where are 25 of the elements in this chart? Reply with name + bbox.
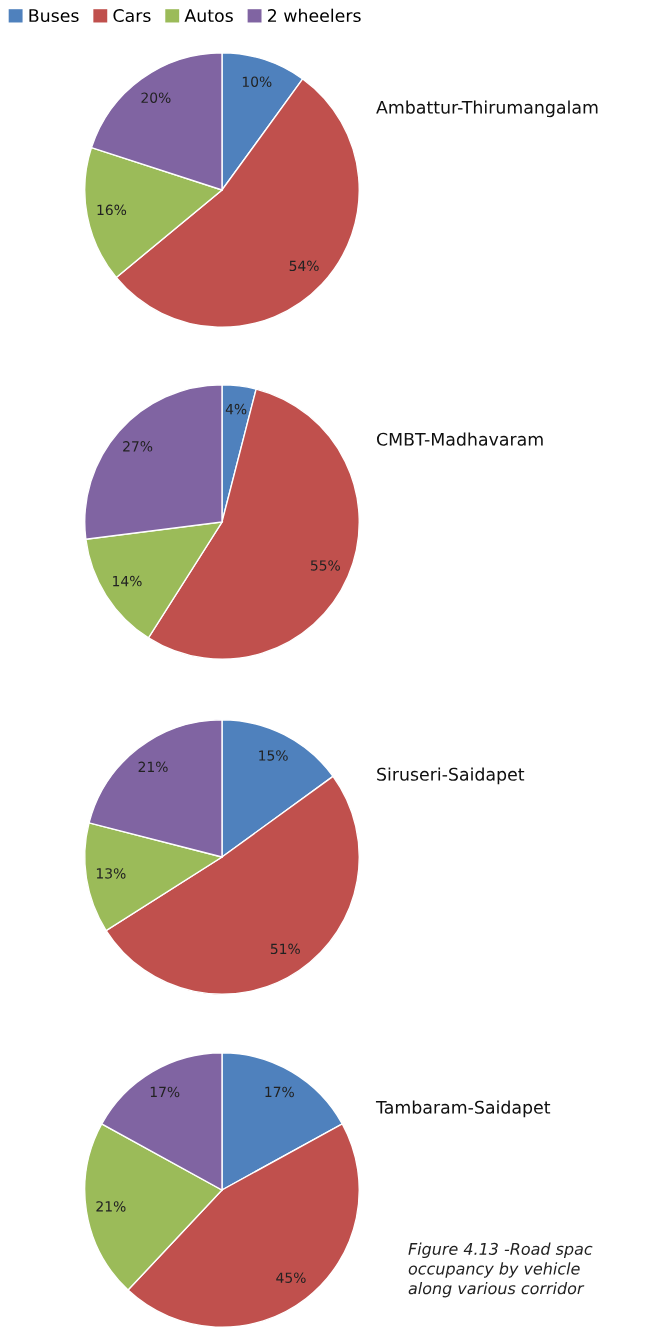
data-label: 14% [113,575,142,587]
data-label: 21% [138,761,168,773]
text: Ambattur-Thirumangalam [376,100,598,118]
data-label: 10% [242,76,272,87]
data-label: 45% [276,1272,306,1283]
text: Siruseri-Saidapet [377,767,525,785]
data-label: 16% [97,204,127,216]
data-label: 4% [225,403,247,415]
data-label: 17% [265,1086,294,1098]
data-label: 13% [96,868,126,879]
legend-label: Cars [113,8,151,23]
data-label: 17% [150,1086,180,1098]
data-label: 55% [310,560,340,571]
legend-label: Autos [184,9,233,23]
data-label: 27% [123,441,153,452]
text: Tambaram-Saidapet [375,1100,551,1118]
legend-label: Buses [29,9,79,23]
text: CMBT-Madhavaram [376,432,543,446]
legend-label: 2 wheelers [267,8,361,23]
data-label: 51% [270,943,300,955]
caption: Figure 4.13 -Road spac occupancy by vehicle along various corridor [408,1242,593,1298]
data-label: 21% [96,1201,126,1212]
data-label: 20% [141,92,171,103]
data-label: 15% [259,750,288,761]
data-label: 54% [289,260,319,272]
